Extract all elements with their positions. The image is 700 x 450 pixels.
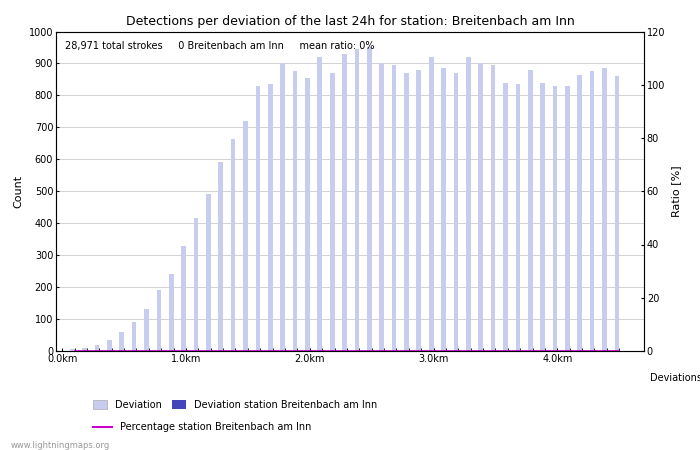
Bar — [590, 72, 594, 351]
Bar — [416, 70, 421, 351]
Bar — [280, 63, 285, 351]
Text: Deviations: Deviations — [650, 374, 700, 383]
Bar — [466, 57, 470, 351]
Bar — [330, 73, 335, 351]
Bar — [478, 63, 483, 351]
Bar — [615, 76, 620, 351]
Bar — [293, 72, 297, 351]
Bar — [181, 246, 186, 351]
Bar — [256, 86, 260, 351]
Bar — [528, 70, 533, 351]
Y-axis label: Ratio [%]: Ratio [%] — [671, 166, 681, 217]
Bar — [218, 162, 223, 351]
Bar — [503, 83, 507, 351]
Bar — [578, 75, 582, 351]
Bar — [367, 47, 372, 351]
Bar — [268, 84, 272, 351]
Bar — [243, 121, 248, 351]
Y-axis label: Count: Count — [13, 175, 23, 208]
Bar — [429, 57, 433, 351]
Legend: Percentage station Breitenbach am Inn: Percentage station Breitenbach am Inn — [89, 418, 315, 436]
Bar — [70, 349, 75, 351]
Bar — [120, 332, 124, 351]
Bar — [454, 73, 458, 351]
Bar — [206, 194, 211, 351]
Bar — [231, 139, 235, 351]
Bar — [552, 86, 557, 351]
Legend: Deviation, Deviation station Breitenbach am Inn: Deviation, Deviation station Breitenbach… — [89, 396, 382, 414]
Bar — [317, 57, 322, 351]
Bar — [342, 54, 347, 351]
Bar — [194, 218, 198, 351]
Bar — [82, 348, 87, 351]
Bar — [157, 290, 161, 351]
Bar — [169, 274, 174, 351]
Bar — [602, 68, 607, 351]
Bar — [355, 49, 359, 351]
Bar — [491, 65, 496, 351]
Bar — [132, 322, 136, 351]
Bar — [379, 63, 384, 351]
Bar — [392, 65, 396, 351]
Title: Detections per deviation of the last 24h for station: Breitenbach am Inn: Detections per deviation of the last 24h… — [125, 14, 575, 27]
Bar — [515, 84, 520, 351]
Bar — [565, 86, 570, 351]
Bar — [441, 68, 446, 351]
Bar — [144, 310, 149, 351]
Bar — [107, 340, 112, 351]
Bar — [94, 345, 99, 351]
Text: www.lightningmaps.org: www.lightningmaps.org — [10, 441, 110, 450]
Text: 28,971 total strokes     0 Breitenbach am Inn     mean ratio: 0%: 28,971 total strokes 0 Breitenbach am In… — [65, 41, 374, 51]
Bar — [540, 83, 545, 351]
Bar — [404, 73, 409, 351]
Bar — [305, 78, 310, 351]
